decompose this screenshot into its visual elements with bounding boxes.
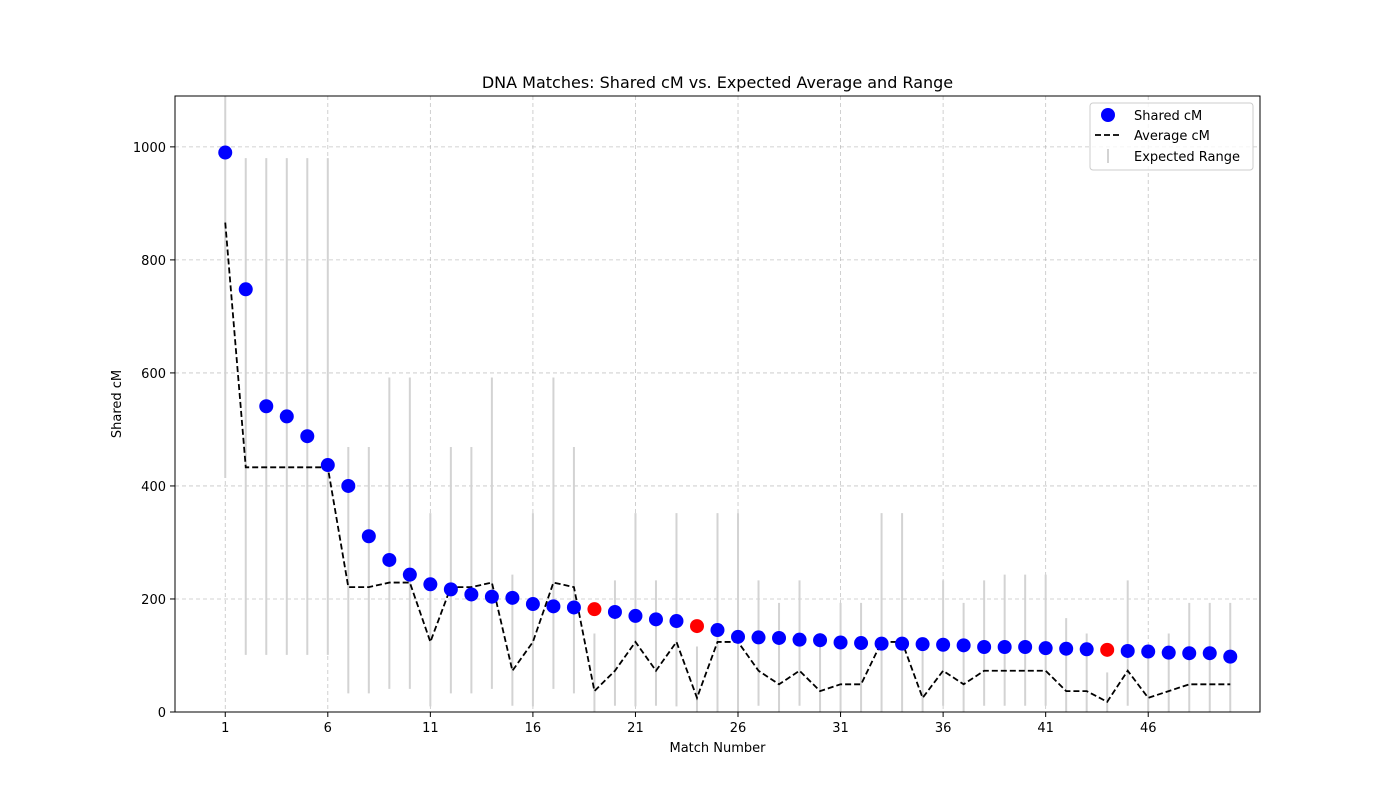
- shared-cm-point: [1059, 641, 1074, 656]
- shared-cm-point: [259, 399, 274, 414]
- shared-cm-point: [731, 629, 746, 644]
- y-axis-ticks: 0 200 400 600 800 1000: [133, 141, 175, 721]
- shared-cm-point: [238, 282, 253, 297]
- shared-cm-point: [1182, 646, 1197, 661]
- shared-cm-point: [443, 582, 458, 597]
- x-tick-label: 31: [832, 721, 849, 736]
- shared-cm-point: [279, 409, 294, 424]
- shared-cm-point-highlighted: [689, 619, 704, 634]
- y-tick-label: 1000: [133, 141, 166, 156]
- legend-box: [1089, 102, 1254, 171]
- shared-cm-point: [813, 633, 828, 648]
- y-tick-label: 800: [141, 254, 166, 269]
- shared-cm-point: [525, 597, 540, 612]
- shared-cm-point: [1120, 643, 1135, 658]
- y-tick-label: 0: [158, 706, 166, 721]
- shared-cm-point: [218, 145, 233, 160]
- shared-cm-point: [1141, 644, 1156, 659]
- shared-cm-point: [607, 604, 622, 619]
- shared-cm-point: [792, 632, 807, 647]
- shared-cm-point: [505, 590, 520, 605]
- shared-cm-point: [751, 630, 766, 645]
- plot-area-frame: [174, 95, 1261, 713]
- legend: Shared cM Average cM Expected Range: [1089, 102, 1254, 171]
- shared-cm-point: [1018, 640, 1033, 655]
- x-tick-label: 21: [627, 721, 644, 736]
- shared-cm-point: [710, 623, 725, 638]
- shared-cm-point: [1079, 642, 1094, 657]
- shared-cm-point: [464, 587, 479, 602]
- shared-cm-point: [1223, 649, 1238, 664]
- x-axis-ticks: 1 6 11 16 21 26 31 36 41 46: [221, 712, 1156, 736]
- shared-cm-point: [566, 600, 581, 615]
- average-cm-line: [224, 222, 1231, 704]
- shared-cm-point: [320, 458, 335, 473]
- x-tick-label: 41: [1037, 721, 1054, 736]
- shared-cm-point: [1038, 641, 1053, 656]
- shared-cm-point: [1161, 645, 1176, 660]
- shared-cm-point: [361, 529, 376, 544]
- average-line-group: [224, 222, 1231, 704]
- shared-cm-point: [546, 599, 561, 614]
- y-tick-label: 600: [141, 367, 166, 382]
- y-tick-label: 200: [141, 593, 166, 608]
- shared-cm-point: [772, 630, 787, 645]
- shared-cm-point: [382, 552, 397, 567]
- x-tick-label: 26: [730, 721, 747, 736]
- shared-cm-point: [936, 637, 951, 652]
- y-tick-label: 400: [141, 480, 166, 495]
- y-axis-label: Shared cM: [110, 370, 125, 438]
- x-tick-label: 6: [324, 721, 332, 736]
- shared-cm-point: [895, 636, 910, 651]
- shared-cm-point: [1202, 646, 1217, 661]
- shared-cm-point: [977, 640, 992, 655]
- x-tick-label: 1: [221, 721, 229, 736]
- shared-cm-points: [218, 145, 1238, 664]
- shared-cm-point: [956, 638, 971, 653]
- shared-cm-point-highlighted: [587, 602, 602, 617]
- expected-range-bars: [224, 96, 1232, 712]
- shared-cm-point: [669, 614, 684, 629]
- legend-label-expected-range: Expected Range: [1134, 150, 1240, 165]
- shared-cm-point: [874, 636, 889, 651]
- shared-cm-point: [300, 429, 315, 444]
- legend-marker-shared-cm: [1101, 108, 1115, 122]
- shared-cm-point: [484, 589, 499, 604]
- x-axis-label: Match Number: [669, 741, 766, 756]
- shared-cm-point: [997, 640, 1012, 655]
- legend-label-average-cm: Average cM: [1134, 129, 1210, 144]
- shared-cm-point: [402, 567, 417, 582]
- shared-cm-point-highlighted: [1100, 642, 1115, 657]
- shared-cm-point: [423, 577, 438, 592]
- x-tick-label: 46: [1140, 721, 1157, 736]
- shared-cm-point: [648, 612, 663, 627]
- x-tick-label: 16: [525, 721, 542, 736]
- shared-cm-point: [341, 478, 356, 493]
- x-tick-label: 11: [422, 721, 439, 736]
- shared-cm-point: [833, 635, 848, 650]
- x-tick-label: 36: [935, 721, 952, 736]
- legend-label-shared-cm: Shared cM: [1134, 109, 1202, 124]
- chart-title: DNA Matches: Shared cM vs. Expected Aver…: [482, 73, 953, 92]
- shared-cm-point: [628, 608, 643, 623]
- shared-cm-point: [915, 637, 930, 652]
- shared-cm-point: [854, 636, 869, 651]
